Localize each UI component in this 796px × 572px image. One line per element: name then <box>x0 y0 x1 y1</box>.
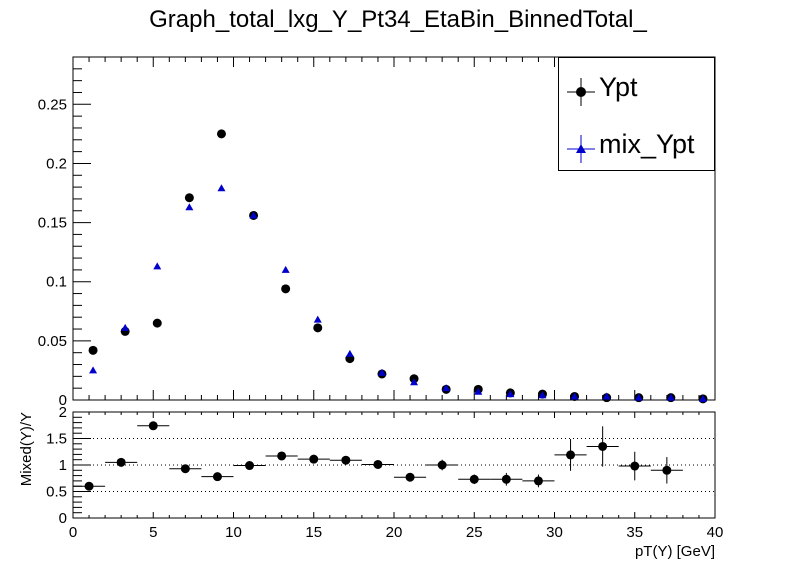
legend: Ypt mix_Ypt <box>558 57 715 171</box>
top-ytick-label: 0.1 <box>46 274 67 291</box>
ratio-point <box>469 474 479 484</box>
ratio-xtick-label: 15 <box>305 524 322 541</box>
top-ytick-label: 0.2 <box>46 155 67 172</box>
mix-ypt-point <box>634 393 643 401</box>
ratio-xtick-label: 35 <box>626 524 643 541</box>
ratio-point <box>309 454 319 464</box>
ratio-xtick-label: 25 <box>466 524 483 541</box>
ratio-point <box>341 455 351 465</box>
ratio-xtick-label: 10 <box>225 524 242 541</box>
ratio-point <box>533 476 543 486</box>
legend-label-ypt: Ypt <box>599 72 638 102</box>
ypt-point <box>216 129 226 139</box>
mix-ypt-point <box>602 392 611 400</box>
ratio-xtick-label: 0 <box>69 524 77 541</box>
ratio-xtick-label: 30 <box>546 524 563 541</box>
ratio-point <box>501 474 511 484</box>
top-ytick-label: 0.15 <box>38 215 67 232</box>
chart-title: Graph_total_lxg_Y_Pt34_EtaBin_BinnedTota… <box>149 6 647 33</box>
mix-ypt-point <box>185 203 194 211</box>
ratio-ytick-label: 1.5 <box>46 431 67 448</box>
ratio-xtick-label: 40 <box>707 524 724 541</box>
mix-ypt-point <box>410 378 419 386</box>
ratio-ytick-label: 2 <box>59 404 67 421</box>
ratio-xtick-label: 20 <box>386 524 403 541</box>
top-ytick-label: 0 <box>59 392 67 409</box>
ratio-point <box>373 459 383 469</box>
ratio-ytick-label: 0.5 <box>46 484 67 501</box>
top-ytick-label: 0.25 <box>38 96 67 113</box>
ypt-point <box>184 193 194 203</box>
mix-ypt-point <box>474 387 483 395</box>
legend-marker-triangle <box>567 135 595 163</box>
ratio-point <box>630 461 640 471</box>
ratio-point <box>245 461 255 471</box>
mix-ypt-point <box>442 384 451 392</box>
mix-ypt-point <box>313 315 322 323</box>
ratio-point <box>277 451 287 461</box>
ratio-ytick-label: 1 <box>59 457 67 474</box>
ypt-point <box>88 345 98 355</box>
mix-ypt-point <box>345 349 354 357</box>
mix-ypt-point <box>570 392 579 400</box>
mix-ypt-point <box>89 366 98 374</box>
ratio-point <box>598 441 608 451</box>
mix-ypt-point <box>217 184 226 192</box>
ratio-point <box>180 464 190 474</box>
ratio-point <box>84 481 94 491</box>
mix-ypt-point <box>153 262 162 270</box>
mix-ypt-point <box>281 265 290 273</box>
ratio-point <box>566 450 576 460</box>
ratio-point <box>116 457 126 467</box>
ratio-xtick-label: 5 <box>149 524 157 541</box>
ypt-point <box>152 318 162 328</box>
ratio-point <box>405 472 415 482</box>
mix-ypt-point <box>538 391 547 399</box>
ratio-point <box>148 421 158 431</box>
legend-entry-ypt: Ypt <box>559 64 714 114</box>
ratio-point <box>662 465 672 475</box>
legend-marker-circle <box>567 78 595 106</box>
mix-ypt-point <box>249 211 258 219</box>
ratio-ytick-label: 0 <box>59 510 67 527</box>
mix-ypt-point <box>698 394 707 402</box>
ratio-point <box>437 460 447 470</box>
mix-ypt-point <box>377 368 386 376</box>
mix-ypt-point <box>506 390 515 398</box>
legend-label-mix-ypt: mix_Ypt <box>599 129 695 159</box>
x-axis-label: pT(Υ) [GeV] <box>635 543 715 560</box>
mix-ypt-point <box>666 393 675 401</box>
y-axis-label: Mixed(Υ)/Υ <box>18 412 35 486</box>
legend-entry-mix-ypt: mix_Ypt <box>559 121 714 171</box>
top-ytick-label: 0.05 <box>38 333 67 350</box>
mix-ypt-point <box>121 323 130 331</box>
ratio-point <box>212 472 222 482</box>
ypt-point <box>313 323 323 333</box>
ypt-point <box>281 284 291 294</box>
